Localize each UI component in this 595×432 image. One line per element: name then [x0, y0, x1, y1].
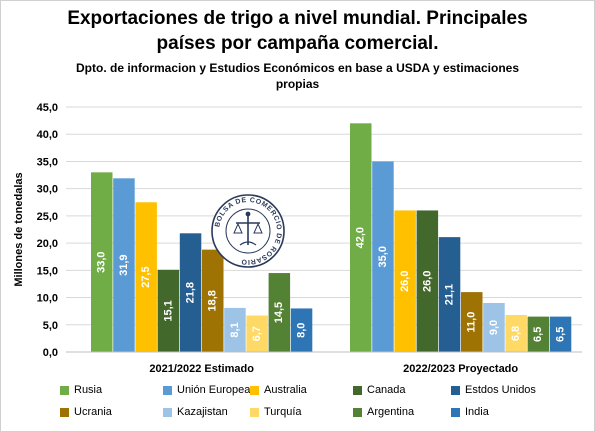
- y-tick-label: 30,0: [37, 184, 58, 196]
- chart-title: Exportaciones de trigo a nivel mundial. …: [0, 6, 595, 56]
- y-tick-label: 20,0: [37, 238, 58, 250]
- bar: [527, 316, 550, 352]
- legend-swatch: [250, 407, 259, 417]
- data-label: 8,0: [295, 323, 307, 338]
- y-tick-label: 15,0: [37, 265, 58, 277]
- data-label: 26,0: [399, 271, 411, 292]
- bar: [91, 172, 113, 352]
- data-label: 35,0: [377, 246, 389, 267]
- legend-label: Estdos Unidos: [465, 384, 536, 396]
- legend-swatch: [451, 407, 460, 417]
- chart-subtitle-line-2: propias: [275, 77, 320, 91]
- data-label: 21,1: [443, 284, 455, 305]
- bar: [135, 202, 157, 352]
- chart-title-line-2: países por campaña comercial.: [156, 33, 439, 54]
- bar: [394, 210, 416, 352]
- legend-label: Ucrania: [74, 406, 112, 418]
- legend-label: Unión Europea: [177, 384, 251, 396]
- data-label: 6,5: [532, 327, 544, 342]
- legend-swatch: [353, 385, 362, 395]
- data-label: 6,8: [510, 326, 522, 341]
- legend-label: Australia: [264, 384, 307, 396]
- bar: [461, 292, 483, 352]
- legend-item: Argentina: [353, 406, 414, 418]
- legend-swatch: [60, 385, 69, 395]
- data-label: 31,9: [118, 254, 130, 275]
- legend-item: Rusia: [60, 384, 102, 396]
- chart-subtitle-line-1: Dpto. de informacion y Estudios Económic…: [76, 61, 519, 75]
- chart-title-line-1: Exportaciones de trigo a nivel mundial. …: [67, 8, 528, 29]
- y-tick-label: 40,0: [37, 129, 58, 141]
- legend-item: Canada: [353, 384, 406, 396]
- y-axis-label: Millones de tonedalas: [13, 172, 25, 286]
- data-label: 9,0: [488, 320, 500, 335]
- y-tick-label: 25,0: [37, 211, 58, 223]
- chart-subtitle: Dpto. de informacion y Estudios Económic…: [40, 60, 555, 92]
- bar: [483, 303, 505, 352]
- y-tick-label: 0,0: [43, 347, 58, 359]
- data-label: 11,0: [466, 312, 478, 333]
- bar: [202, 249, 224, 352]
- x-category-label: 2022/2023 Proyectado: [403, 363, 518, 375]
- legend-item: Ucrania: [60, 406, 112, 418]
- data-label: 27,5: [140, 266, 152, 287]
- legend-swatch: [60, 407, 69, 417]
- legend-item: Unión Europea: [163, 384, 250, 396]
- data-label: 42,0: [355, 227, 367, 248]
- data-label: 15,1: [162, 300, 174, 321]
- data-label: 26,0: [421, 271, 433, 292]
- legend-swatch: [451, 385, 460, 395]
- legend-item: Turquía: [250, 406, 302, 418]
- bar: [157, 269, 180, 352]
- legend-label: Canada: [367, 384, 406, 396]
- legend-swatch: [250, 385, 259, 395]
- bar: [350, 123, 372, 352]
- data-label: 33,0: [96, 251, 108, 272]
- bar: [372, 161, 394, 352]
- data-label: 6,5: [554, 327, 566, 342]
- legend-item: Kazajistan: [163, 406, 228, 418]
- legend-swatch: [353, 407, 362, 417]
- bar: [549, 316, 572, 352]
- y-tick-label: 10,0: [37, 293, 58, 305]
- data-label: 8,1: [229, 322, 241, 337]
- bar: [290, 308, 313, 352]
- bar: [113, 178, 135, 352]
- legend-label: Turquía: [264, 406, 302, 418]
- bar: [224, 307, 246, 352]
- bar: [246, 315, 268, 352]
- legend-item: India: [451, 406, 489, 418]
- y-tick-label: 45,0: [37, 102, 58, 114]
- y-tick-label: 5,0: [43, 320, 58, 332]
- bar: [268, 273, 291, 352]
- bar: [505, 314, 527, 352]
- data-label: 6,7: [251, 326, 263, 341]
- data-label: 14,5: [273, 302, 285, 323]
- legend-item: Estdos Unidos: [451, 384, 536, 396]
- legend-label: India: [465, 406, 489, 418]
- x-category-label: 2021/2022 Estimado: [149, 363, 254, 375]
- legend-label: Kazajistan: [177, 406, 228, 418]
- y-tick-label: 35,0: [37, 156, 58, 168]
- bar: [179, 233, 202, 352]
- legend-swatch: [163, 407, 172, 417]
- bar: [438, 237, 461, 352]
- data-label: 18,8: [207, 290, 219, 311]
- bolsa-comercio-rosario-logo: BOLSA DE COMERCIO DE ROSARIO: [211, 194, 285, 268]
- data-label: 21,8: [184, 282, 196, 303]
- bar: [416, 210, 439, 352]
- legend-label: Rusia: [74, 384, 103, 396]
- legend-item: Australia: [250, 384, 307, 396]
- legend-label: Argentina: [367, 406, 415, 418]
- legend-swatch: [163, 385, 172, 395]
